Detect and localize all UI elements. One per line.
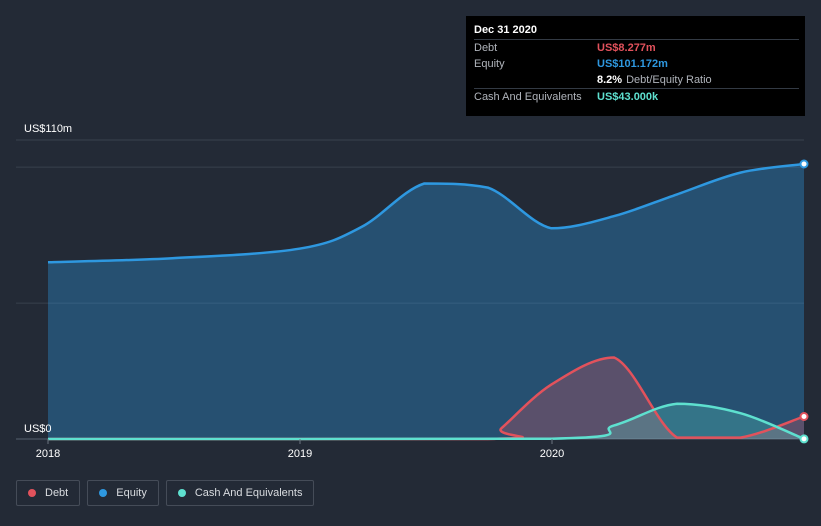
y-axis-top-label: US$110m (24, 123, 72, 135)
tooltip-ratio-value: 8.2% (597, 74, 623, 86)
x-axis-ticks: 2018 2019 2020 (36, 439, 564, 460)
x-tick-label-2019: 2019 (288, 448, 312, 460)
cash-and-equivalents-line (47, 402, 805, 441)
legend-item-equity[interactable]: Equity (87, 480, 159, 506)
equity-area (48, 164, 804, 439)
legend-cash-label: Cash And Equivalents (194, 487, 303, 499)
x-tick-label-2018: 2018 (36, 448, 60, 460)
legend-equity-label: Equity (116, 487, 147, 499)
tooltip-cash-label: Cash And Equivalents (474, 91, 582, 103)
cash-and-equivalents-area (48, 403, 804, 439)
legend-item-debt[interactable]: Debt (16, 480, 81, 506)
x-tick-label-2020: 2020 (540, 448, 564, 460)
hover-tooltip: Dec 31 2020 Debt US$8.277m Equity US$101… (466, 16, 805, 116)
tooltip-cash-value: US$43.000k (597, 91, 659, 103)
equity-line (47, 162, 805, 264)
debt-end-marker (799, 412, 809, 422)
chart-legend: Debt Equity Cash And Equivalents (16, 480, 315, 506)
cash-and-equivalents-end-marker (799, 434, 809, 444)
tooltip-row-cash: Cash And Equivalents US$43.000k (474, 88, 799, 105)
equity-dot-icon (99, 489, 108, 497)
tooltip-equity-value: US$101.172m (597, 58, 668, 70)
chart-lines (47, 162, 805, 441)
legend-debt-label: Debt (45, 487, 69, 499)
tooltip-ratio-spacer (474, 72, 597, 88)
chart-end-markers (799, 159, 809, 444)
tooltip-row-ratio: 8.2% Debt/Equity Ratio (474, 72, 799, 88)
tooltip-debt-value: US$8.277m (597, 42, 656, 54)
chart-areas (48, 164, 804, 439)
tooltip-row-equity: Equity US$101.172m (474, 56, 799, 72)
tooltip-equity-label: Equity (474, 58, 505, 70)
tooltip-row-debt: Debt US$8.277m (474, 39, 799, 56)
debt-area (48, 357, 804, 439)
y-axis-bottom-label: US$0 (24, 423, 52, 435)
legend-item-cash[interactable]: Cash And Equivalents (165, 480, 315, 506)
equity-end-marker (799, 159, 809, 169)
cash-dot-icon (177, 489, 186, 497)
debt-dot-icon (28, 489, 36, 497)
tooltip-debt-label: Debt (474, 42, 498, 54)
tooltip-ratio-label: Debt/Equity Ratio (626, 74, 712, 86)
tooltip-date: Dec 31 2020 (474, 24, 537, 36)
